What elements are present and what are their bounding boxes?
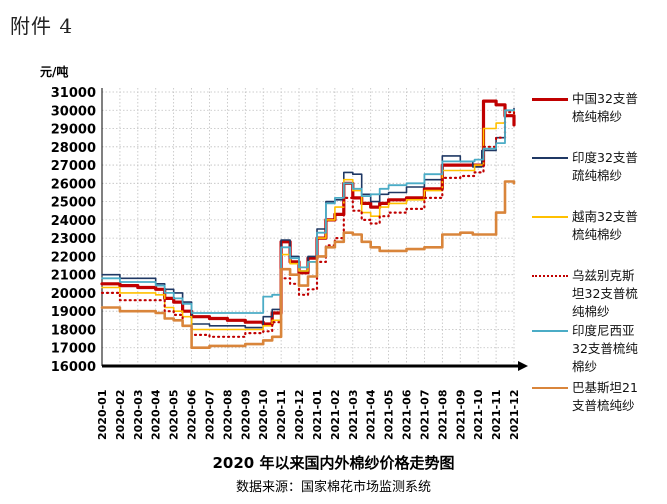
legend-label-line: 32支普梳纯	[572, 341, 638, 356]
y-axis-unit-label: 元/吨	[40, 64, 68, 79]
x-tick-label: 2020-10	[257, 389, 270, 440]
y-tick-label: 22000	[51, 250, 96, 265]
legend-label: 中国32支普 梳纯棉纱	[572, 90, 664, 126]
y-tick-label: 28000	[51, 141, 96, 156]
x-tick-label: 2020-12	[293, 390, 306, 441]
y-tick-label: 16000	[51, 360, 96, 375]
chart-caption-title: 2020 年以来国内外棉纱价格走势图	[212, 454, 455, 472]
x-tick-label: 2021-10	[472, 389, 485, 440]
y-tick-label: 24000	[51, 214, 96, 229]
x-tick-label: 2021-08	[436, 390, 449, 441]
x-tick-label: 2020-02	[114, 390, 127, 441]
legend-swatch	[532, 157, 568, 159]
x-tick-label: 2021-01	[311, 390, 324, 441]
x-tick-label: 2021-09	[454, 390, 467, 441]
y-tick-label: 27000	[51, 159, 96, 174]
x-tick-label: 2021-07	[418, 390, 431, 441]
x-tick-label: 2021-12	[508, 390, 521, 441]
legend-label-line: 棉纱	[572, 359, 598, 374]
legend-label: 印度32支普 疏纯棉纱	[572, 149, 664, 185]
legend-label-line: 印度32支普	[572, 150, 638, 165]
x-tick-label: 2020-07	[203, 390, 216, 441]
series-line-3	[100, 111, 516, 338]
x-tick-label: 2021-06	[401, 389, 414, 440]
x-tick-label: 2021-05	[383, 390, 396, 441]
x-tick-label: 2021-04	[365, 389, 378, 440]
y-tick-label: 31000	[51, 86, 96, 101]
y-tick-label: 17000	[51, 342, 96, 357]
x-tick-label: 2020-08	[221, 390, 234, 441]
y-tick-label: 23000	[51, 232, 96, 247]
legend-label: 乌兹别克斯坦32支普梳 纯棉纱	[572, 267, 664, 321]
series-line-4	[101, 109, 515, 314]
x-tick-label: 2020-05	[168, 390, 181, 441]
legend-label-line: 梳纯棉纱	[572, 227, 623, 242]
legend-label-line: 中国32支普	[572, 91, 638, 106]
y-tick-label: 18000	[51, 323, 96, 338]
legend-swatch	[532, 275, 568, 277]
legend-swatch	[532, 330, 568, 332]
legend-swatch	[532, 98, 568, 101]
x-tick-label: 2020-01	[96, 390, 109, 441]
legend-label-line: 支普梳纯纱	[572, 398, 635, 413]
legend-label: 巴基斯坦21 支普梳纯纱	[572, 379, 664, 415]
x-tick-label: 2020-04	[150, 389, 163, 440]
y-tick-label: 30000	[51, 104, 96, 119]
x-tick-label: 2021-11	[490, 390, 503, 440]
legend-swatch	[532, 216, 568, 218]
x-axis-arrow	[518, 361, 528, 371]
y-tick-label: 20000	[51, 287, 96, 302]
y-tick-label: 25000	[51, 196, 96, 211]
legend-label-line: 纯棉纱	[572, 304, 610, 319]
y-tick-label: 29000	[51, 123, 96, 138]
y-tick-label: 26000	[51, 177, 96, 192]
y-tick-label: 19000	[51, 305, 96, 320]
legend-label: 印度尼西亚 32支普梳纯 棉纱	[572, 322, 664, 376]
legend-label-line: 疏纯棉纱	[572, 168, 623, 183]
legend-label-line: 印度尼西亚	[572, 323, 635, 338]
y-tick-label: 21000	[51, 269, 96, 284]
x-tick-label: 2020-11	[275, 390, 288, 441]
x-tick-label: 2021-03	[347, 390, 360, 441]
legend-label-line: 越南32支普	[572, 209, 638, 224]
legend-label: 越南32支普 梳纯棉纱	[572, 208, 664, 244]
legend-label-line: 乌兹别克斯	[572, 268, 635, 283]
x-tick-label: 2020-03	[132, 390, 145, 441]
x-tick-label: 2021-02	[329, 390, 342, 441]
legend-label-line: 巴基斯坦21	[572, 380, 638, 395]
legend-swatch	[532, 387, 568, 389]
x-tick-label: 2020-06	[186, 389, 199, 440]
x-tick-label: 2020-09	[239, 390, 252, 441]
series-line-5	[100, 180, 516, 349]
chart-caption-source: 数据来源：国家棉花市场监测系统	[235, 480, 431, 495]
attachment-label: 附件 4	[10, 14, 74, 38]
legend-label-line: 坦32支普梳	[572, 286, 638, 301]
legend-label-line: 梳纯棉纱	[572, 109, 623, 124]
